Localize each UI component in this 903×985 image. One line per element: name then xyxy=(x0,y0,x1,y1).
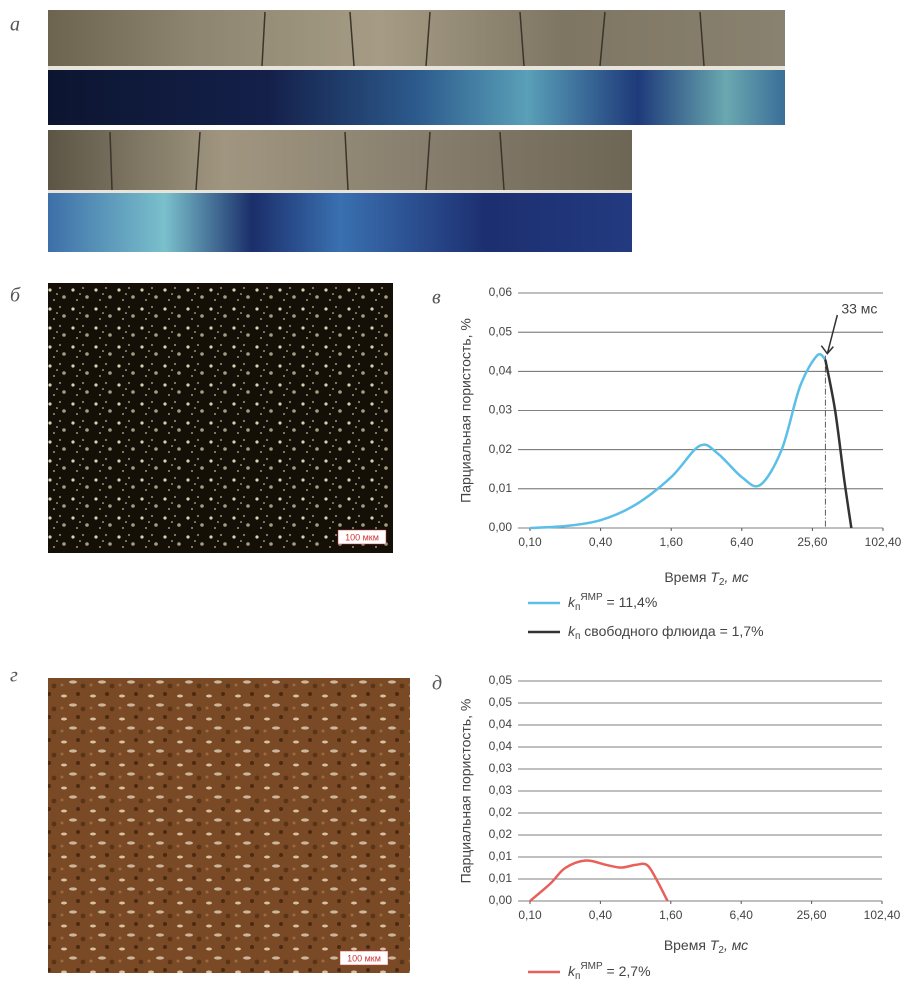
core-tray xyxy=(48,66,785,70)
legend-sub: п xyxy=(575,971,580,982)
x-tick-label: 25,60 xyxy=(797,535,827,549)
y-tick-label: 0,05 xyxy=(489,324,513,338)
x-axis-label: Время T2, мс xyxy=(664,569,748,588)
series-line xyxy=(825,360,851,528)
y-tick-label: 0,05 xyxy=(489,673,513,687)
legend-text: свободного флюида = 1,7% xyxy=(580,623,763,639)
x-label-unit: , мс xyxy=(724,569,748,585)
y-tick-label: 0,01 xyxy=(489,871,513,885)
x-axis-label: Время T2, мс xyxy=(664,937,748,956)
x-tick-label: 102,40 xyxy=(865,535,902,549)
y-tick-label: 0,03 xyxy=(489,761,513,775)
core-photo xyxy=(48,130,632,192)
annotation-arrow xyxy=(821,315,837,354)
x-tick-label: 25,60 xyxy=(797,908,827,922)
y-tick-label: 0,04 xyxy=(489,739,513,753)
y-tick-label: 0,03 xyxy=(489,403,513,417)
x-tick-label: 0,10 xyxy=(518,908,542,922)
x-tick-label: 6,40 xyxy=(730,908,754,922)
y-tick-label: 0,00 xyxy=(489,520,513,534)
legend-label: kп свободного флюида = 1,7% xyxy=(568,623,764,642)
series-line xyxy=(530,354,825,528)
core-uv-photo xyxy=(48,70,785,125)
core-uv-photo xyxy=(48,193,632,252)
y-axis-label: Парциальная пористость, % xyxy=(458,318,474,503)
legend-sup: ЯМР xyxy=(580,961,603,972)
y-tick-label: 0,02 xyxy=(489,827,513,841)
legend-sup: ЯМР xyxy=(580,592,603,603)
y-tick-label: 0,04 xyxy=(489,364,513,378)
y-tick-label: 0,00 xyxy=(489,893,513,907)
x-tick-label: 0,10 xyxy=(518,535,542,549)
legend-text: = 11,4% xyxy=(603,594,658,610)
panel-label: а xyxy=(10,14,20,36)
scale-bar-label: 100 мкм xyxy=(345,532,379,542)
thin-section-photo xyxy=(48,678,410,973)
figure: а б 100 мкм в г 100 мкм д 0,00 0,01 0,02 0,… xyxy=(0,0,903,985)
scale-bar-label: 100 мкм xyxy=(347,953,381,963)
panel-label: д xyxy=(432,673,442,695)
y-tick-label: 0,03 xyxy=(489,783,513,797)
legend-text: = 2,7% xyxy=(603,963,651,979)
x-tick-label: 6,40 xyxy=(730,535,754,549)
thin-section-photo xyxy=(48,283,393,553)
x-label-text: Время xyxy=(664,569,710,585)
y-tick-label: 0,04 xyxy=(489,717,513,731)
y-tick-label: 0,02 xyxy=(489,805,513,819)
x-tick-label: 1,60 xyxy=(659,908,683,922)
panel-label: б xyxy=(10,285,21,307)
x-tick-label: 0,40 xyxy=(589,908,613,922)
y-axis-label: Парциальная пористость, % xyxy=(458,699,474,884)
y-tick-label: 0,01 xyxy=(489,481,513,495)
legend-label: kпЯМР = 11,4% xyxy=(568,592,657,613)
x-tick-label: 102,40 xyxy=(864,908,901,922)
x-label-text: Время xyxy=(664,937,710,953)
y-tick-label: 0,06 xyxy=(489,285,513,299)
y-tick-label: 0,02 xyxy=(489,442,513,456)
legend-sub: п xyxy=(575,602,580,613)
annotation-label: 33 мс xyxy=(841,301,877,317)
legend-label: kпЯМР = 2,7% xyxy=(568,961,651,982)
x-tick-label: 0,40 xyxy=(589,535,613,549)
panel-label: г xyxy=(10,665,18,687)
panel-label: в xyxy=(432,287,441,309)
x-label-unit: , мс xyxy=(724,937,748,953)
x-tick-label: 1,60 xyxy=(660,535,684,549)
y-tick-label: 0,05 xyxy=(489,695,513,709)
core-tray xyxy=(48,190,632,193)
core-photo xyxy=(48,10,785,68)
series-line xyxy=(530,860,668,901)
y-tick-label: 0,01 xyxy=(489,849,513,863)
